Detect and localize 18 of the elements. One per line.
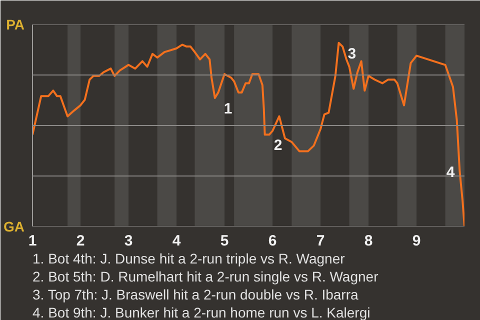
x-tick-label: 5 xyxy=(220,232,229,250)
ref-line-label: PA xyxy=(6,16,25,32)
x-tick-label: 7 xyxy=(316,232,325,250)
x-tick-label: 1 xyxy=(28,232,37,250)
annotation: 2 xyxy=(274,137,282,154)
annotation: 4 xyxy=(446,164,456,181)
x-tick-label: 4 xyxy=(172,232,182,250)
text: 2. Bot 5th: D. Rumelhart hit a 2-run single vs R. Wagner xyxy=(32,268,379,284)
text: 3. Top 7th: J. Braswell hit a 2-run double vs R. Ibarra xyxy=(32,286,359,302)
text: 1. Bot 4th: J. Dunse hit a 2-run triple vs R. Wagner xyxy=(32,250,346,266)
x-tick-label: 6 xyxy=(268,232,277,250)
x-tick-label: 8 xyxy=(364,232,373,250)
annotation: 1 xyxy=(224,100,232,118)
x-tick-label: 2 xyxy=(76,232,85,250)
x-tick-label: 3 xyxy=(124,232,133,250)
x-tick-label: 9 xyxy=(412,232,421,250)
ref-line-label: GA xyxy=(4,218,24,234)
annotation: 3 xyxy=(348,45,356,62)
